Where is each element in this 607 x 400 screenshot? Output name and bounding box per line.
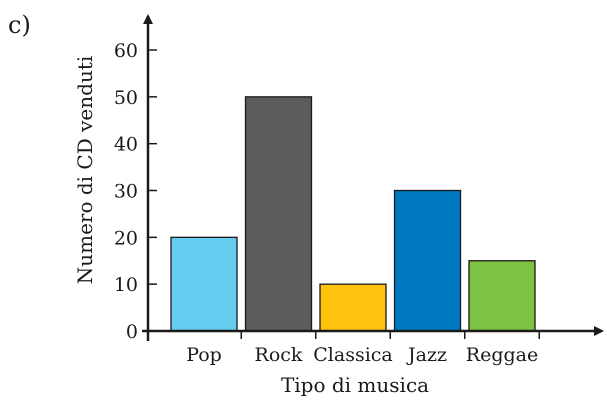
bar-rock (244, 96, 313, 332)
x-tick-labels-group: Pop Rock Classica Jazz Reggae (186, 331, 540, 366)
panel-label: c) (8, 11, 31, 39)
bars-group (170, 96, 536, 332)
x-tick-label-rock: Rock (255, 344, 303, 366)
x-tick-label-pop: Pop (186, 344, 222, 366)
y-ticks-group: 0 10 20 30 40 50 60 (114, 40, 157, 343)
x-axis-title: Tipo di musica (281, 373, 429, 397)
y-tick-label-30: 30 (114, 181, 138, 203)
bar-jazz (393, 189, 462, 332)
y-tick-label-50: 50 (114, 87, 138, 109)
y-tick-label-10: 10 (114, 274, 138, 296)
bar-classica (319, 283, 387, 332)
bar-pop (170, 236, 238, 332)
y-tick-label-0: 0 (126, 321, 138, 343)
y-tick-label-40: 40 (114, 134, 138, 156)
bar-reggae (468, 260, 536, 332)
y-axis-title: Numero di CD venduti (73, 56, 97, 285)
x-tick-label-reggae: Reggae (466, 344, 538, 366)
y-tick-label-60: 60 (114, 40, 138, 62)
x-tick-label-classica: Classica (313, 344, 393, 366)
y-tick-label-20: 20 (114, 227, 138, 249)
x-tick-label-jazz: Jazz (406, 344, 447, 366)
